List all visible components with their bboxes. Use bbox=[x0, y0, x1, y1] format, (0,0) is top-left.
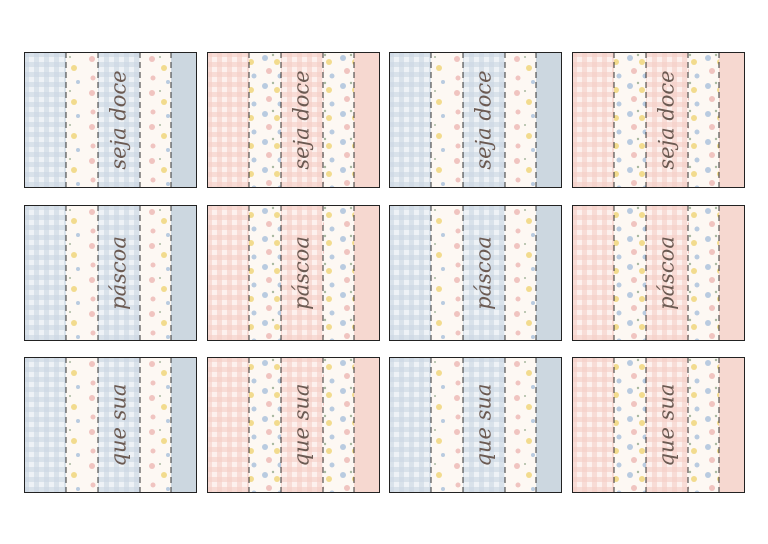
tag-card: páscoa bbox=[24, 205, 197, 341]
stripe bbox=[505, 205, 536, 341]
stripe bbox=[323, 357, 354, 493]
card-label: páscoa bbox=[290, 236, 314, 310]
tag-card: seja doce bbox=[389, 52, 562, 188]
stripe bbox=[431, 52, 463, 188]
stripe bbox=[171, 52, 197, 188]
stripe bbox=[207, 205, 249, 341]
stripe bbox=[688, 357, 719, 493]
card-border bbox=[572, 52, 745, 188]
card-border bbox=[24, 357, 197, 493]
card-label: páscoa bbox=[107, 236, 131, 310]
stripe bbox=[249, 357, 281, 493]
card-border bbox=[389, 52, 562, 188]
stripe bbox=[24, 52, 66, 188]
card-label: seja doce bbox=[655, 70, 679, 169]
stripe bbox=[207, 357, 249, 493]
stripe bbox=[140, 205, 171, 341]
stripe bbox=[389, 52, 431, 188]
stripe bbox=[66, 52, 98, 188]
stripe bbox=[719, 357, 745, 493]
stripe bbox=[614, 52, 646, 188]
stripe bbox=[249, 52, 281, 188]
stripe bbox=[688, 205, 719, 341]
stripe bbox=[249, 205, 281, 341]
stripe bbox=[614, 357, 646, 493]
stripe bbox=[572, 205, 614, 341]
stripe bbox=[140, 52, 171, 188]
stripe bbox=[323, 52, 354, 188]
tag-card: seja doce bbox=[207, 52, 380, 188]
stripe bbox=[463, 52, 505, 188]
stripe bbox=[140, 357, 171, 493]
stripe bbox=[207, 52, 249, 188]
stripe bbox=[98, 205, 140, 341]
stripe bbox=[431, 357, 463, 493]
stripe bbox=[463, 205, 505, 341]
stripe bbox=[463, 357, 505, 493]
card-border bbox=[572, 205, 745, 341]
card-label: que sua bbox=[472, 384, 496, 467]
stripe bbox=[98, 52, 140, 188]
stripe bbox=[389, 205, 431, 341]
stripe bbox=[66, 205, 98, 341]
stripe bbox=[719, 205, 745, 341]
card-label: que sua bbox=[290, 384, 314, 467]
tag-card: que sua bbox=[207, 357, 380, 493]
card-border bbox=[24, 205, 197, 341]
stripe bbox=[505, 52, 536, 188]
stripe bbox=[354, 357, 380, 493]
card-label: seja doce bbox=[290, 70, 314, 169]
stripe bbox=[98, 357, 140, 493]
stripe bbox=[646, 205, 688, 341]
stripe bbox=[614, 205, 646, 341]
stripe bbox=[323, 205, 354, 341]
card-border bbox=[389, 205, 562, 341]
tag-card: páscoa bbox=[572, 205, 745, 341]
stripe bbox=[536, 52, 562, 188]
card-label: páscoa bbox=[472, 236, 496, 310]
card-border bbox=[389, 357, 562, 493]
card-border bbox=[207, 205, 380, 341]
tag-card: seja doce bbox=[24, 52, 197, 188]
stripe bbox=[646, 357, 688, 493]
stripe bbox=[536, 357, 562, 493]
tag-card: páscoa bbox=[389, 205, 562, 341]
card-label: que sua bbox=[107, 384, 131, 467]
stripe bbox=[505, 357, 536, 493]
stripe bbox=[536, 205, 562, 341]
tag-card: seja doce bbox=[572, 52, 745, 188]
tag-card: que sua bbox=[572, 357, 745, 493]
stripe bbox=[431, 205, 463, 341]
stripe bbox=[389, 357, 431, 493]
tag-card: que sua bbox=[389, 357, 562, 493]
stripe bbox=[354, 52, 380, 188]
card-border bbox=[207, 357, 380, 493]
stripe bbox=[572, 357, 614, 493]
card-label: seja doce bbox=[107, 70, 131, 169]
stripe bbox=[24, 357, 66, 493]
stripe bbox=[281, 52, 323, 188]
card-label: que sua bbox=[655, 384, 679, 467]
card-border bbox=[207, 52, 380, 188]
card-border bbox=[24, 52, 197, 188]
stripe bbox=[354, 205, 380, 341]
stripe bbox=[171, 357, 197, 493]
stripe bbox=[719, 52, 745, 188]
tag-card: páscoa bbox=[207, 205, 380, 341]
stripe bbox=[171, 205, 197, 341]
stripe bbox=[281, 357, 323, 493]
card-border bbox=[572, 357, 745, 493]
stripe bbox=[281, 205, 323, 341]
card-label: seja doce bbox=[472, 70, 496, 169]
stripe bbox=[24, 205, 66, 341]
stripe bbox=[572, 52, 614, 188]
stripe bbox=[688, 52, 719, 188]
tag-card: que sua bbox=[24, 357, 197, 493]
stripe bbox=[646, 52, 688, 188]
card-label: páscoa bbox=[655, 236, 679, 310]
stripe bbox=[66, 357, 98, 493]
